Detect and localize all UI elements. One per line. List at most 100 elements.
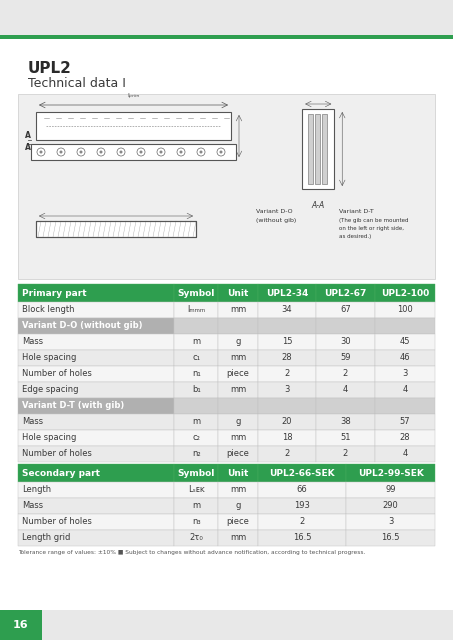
Text: 3: 3 bbox=[284, 385, 289, 394]
Circle shape bbox=[79, 150, 82, 154]
Bar bbox=[258, 530, 347, 546]
Bar bbox=[174, 530, 218, 546]
Text: 100: 100 bbox=[397, 305, 413, 314]
Text: as desired.): as desired.) bbox=[339, 234, 371, 239]
Bar bbox=[258, 350, 316, 366]
Text: 193: 193 bbox=[294, 502, 310, 511]
Bar bbox=[258, 398, 316, 414]
Text: piece: piece bbox=[226, 369, 250, 378]
Text: 3: 3 bbox=[402, 369, 407, 378]
Bar bbox=[258, 366, 316, 382]
Text: 18: 18 bbox=[282, 433, 292, 442]
Bar bbox=[347, 514, 435, 530]
Circle shape bbox=[57, 148, 65, 156]
Text: m: m bbox=[192, 337, 200, 346]
Bar bbox=[218, 430, 258, 446]
Text: 2: 2 bbox=[343, 369, 348, 378]
Text: l$_{prim}$: l$_{prim}$ bbox=[127, 92, 140, 102]
Circle shape bbox=[220, 150, 222, 154]
Text: (without gib): (without gib) bbox=[255, 218, 296, 223]
Bar bbox=[18, 414, 174, 430]
Bar bbox=[347, 530, 435, 546]
Bar bbox=[316, 382, 375, 398]
Bar bbox=[258, 446, 316, 462]
Bar bbox=[218, 382, 258, 398]
Bar bbox=[316, 446, 375, 462]
Text: A: A bbox=[25, 131, 31, 141]
Bar bbox=[316, 414, 375, 430]
Text: g: g bbox=[235, 502, 241, 511]
Text: 15: 15 bbox=[282, 337, 292, 346]
Text: UPL2-66-SEK: UPL2-66-SEK bbox=[269, 468, 335, 477]
Circle shape bbox=[120, 150, 122, 154]
Bar bbox=[258, 318, 316, 334]
Circle shape bbox=[157, 148, 165, 156]
Text: n₁: n₁ bbox=[192, 369, 201, 378]
Bar bbox=[375, 398, 435, 414]
Bar bbox=[322, 114, 327, 184]
Bar bbox=[375, 430, 435, 446]
Bar bbox=[0, 610, 42, 640]
Bar bbox=[375, 302, 435, 318]
Bar bbox=[18, 318, 174, 334]
Bar bbox=[18, 382, 174, 398]
Bar bbox=[18, 498, 174, 514]
Text: Tolerance range of values: ±10% ■ Subject to changes without advance notificatio: Tolerance range of values: ±10% ■ Subjec… bbox=[18, 550, 366, 555]
Text: 28: 28 bbox=[282, 353, 292, 362]
Text: A: A bbox=[25, 143, 31, 152]
Bar bbox=[174, 446, 218, 462]
Bar bbox=[316, 302, 375, 318]
Bar bbox=[174, 430, 218, 446]
Bar bbox=[258, 284, 316, 302]
Bar bbox=[308, 114, 313, 184]
Text: Symbol: Symbol bbox=[178, 289, 215, 298]
Circle shape bbox=[159, 150, 163, 154]
Text: g: g bbox=[235, 417, 241, 426]
Text: Mass: Mass bbox=[22, 502, 43, 511]
Bar bbox=[18, 464, 174, 482]
Bar bbox=[36, 112, 231, 140]
Bar bbox=[347, 482, 435, 498]
Bar bbox=[174, 414, 218, 430]
Text: Mass: Mass bbox=[22, 337, 43, 346]
Bar bbox=[174, 514, 218, 530]
Bar bbox=[316, 366, 375, 382]
Bar bbox=[218, 514, 258, 530]
Bar bbox=[258, 514, 347, 530]
Bar bbox=[316, 430, 375, 446]
Text: Length: Length bbox=[22, 486, 51, 495]
Bar bbox=[0, 35, 453, 39]
Bar bbox=[375, 382, 435, 398]
Bar bbox=[218, 482, 258, 498]
Text: Mass: Mass bbox=[22, 417, 43, 426]
Bar bbox=[375, 350, 435, 366]
Text: UPL2-100: UPL2-100 bbox=[381, 289, 429, 298]
Bar bbox=[316, 284, 375, 302]
Text: m: m bbox=[192, 417, 200, 426]
Bar bbox=[258, 414, 316, 430]
Text: Edge spacing: Edge spacing bbox=[22, 385, 78, 394]
Text: 66: 66 bbox=[297, 486, 308, 495]
Bar bbox=[218, 530, 258, 546]
Text: n₂: n₂ bbox=[192, 449, 201, 458]
Text: 28: 28 bbox=[400, 433, 410, 442]
Circle shape bbox=[97, 148, 105, 156]
Text: Variant D-T: Variant D-T bbox=[339, 209, 374, 214]
Bar bbox=[218, 414, 258, 430]
Bar bbox=[174, 350, 218, 366]
Bar bbox=[315, 114, 320, 184]
Bar bbox=[347, 498, 435, 514]
Text: 4: 4 bbox=[402, 449, 407, 458]
Circle shape bbox=[59, 150, 63, 154]
Bar bbox=[0, 0, 453, 35]
Bar bbox=[218, 334, 258, 350]
Circle shape bbox=[37, 148, 45, 156]
Text: c₂: c₂ bbox=[193, 433, 200, 442]
Text: 4: 4 bbox=[343, 385, 348, 394]
Bar bbox=[18, 482, 174, 498]
Text: Symbol: Symbol bbox=[178, 468, 215, 477]
Text: 46: 46 bbox=[400, 353, 410, 362]
Text: Hole spacing: Hole spacing bbox=[22, 433, 77, 442]
Text: on the left or right side,: on the left or right side, bbox=[339, 226, 404, 231]
Bar bbox=[174, 382, 218, 398]
